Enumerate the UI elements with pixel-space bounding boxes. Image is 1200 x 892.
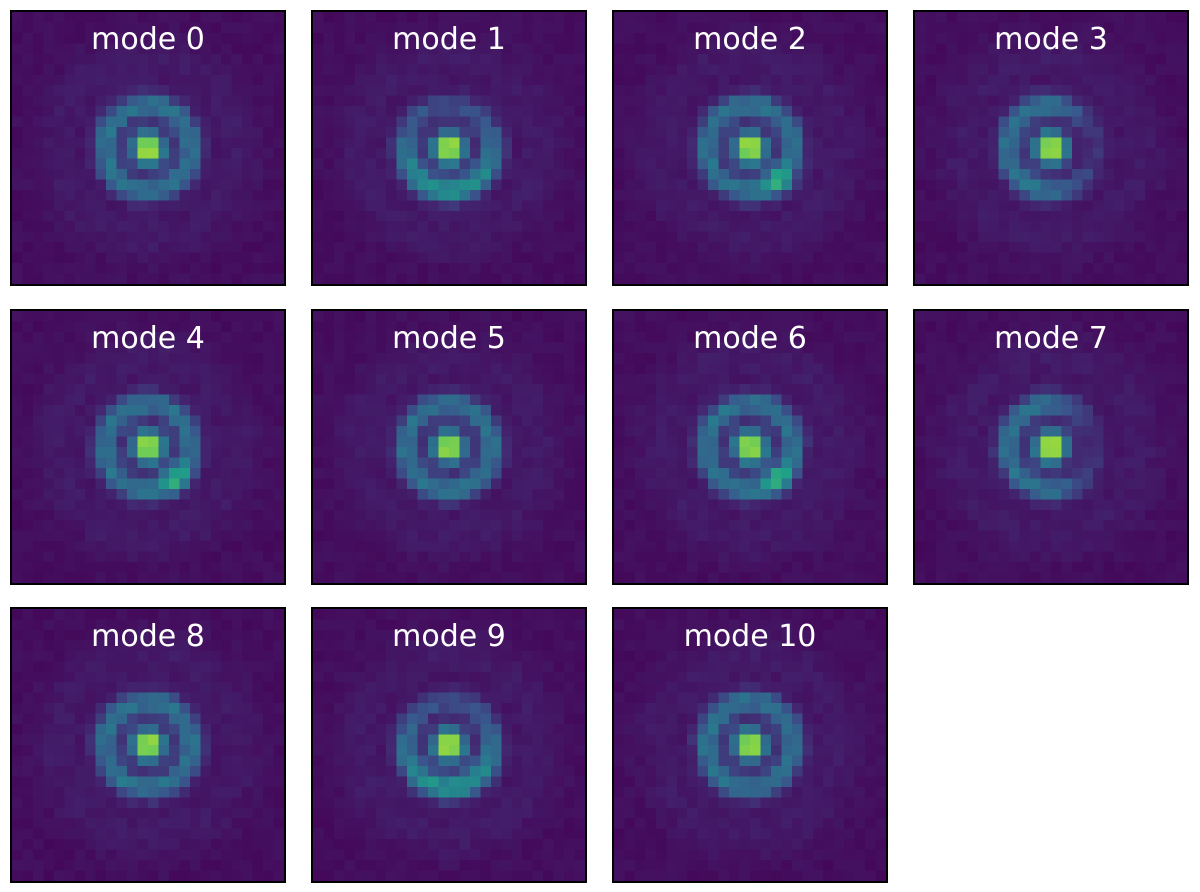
mode-intensity-image [313, 12, 585, 284]
mode-intensity-image [614, 12, 886, 284]
mode-intensity-image [614, 609, 886, 881]
mode-intensity-image [12, 12, 284, 284]
mode-panel: mode 4 [10, 308, 286, 585]
mode-intensity-image [915, 310, 1187, 583]
mode-intensity-image [313, 310, 585, 583]
mode-panel: mode 5 [311, 308, 587, 585]
mode-intensity-image [12, 310, 284, 583]
mode-panel: mode 9 [311, 607, 587, 883]
mode-panel: mode 3 [913, 10, 1189, 286]
mode-panel: mode 2 [612, 10, 888, 286]
mode-panel: mode 8 [10, 607, 286, 883]
mode-intensity-image [12, 609, 284, 881]
mode-panel: mode 7 [913, 308, 1189, 585]
mode-intensity-image [313, 609, 585, 881]
mode-panel: mode 1 [311, 10, 587, 286]
mode-panel: mode 6 [612, 308, 888, 585]
mode-panel: mode 10 [612, 607, 888, 883]
mode-intensity-image [915, 12, 1187, 284]
mode-intensity-image [614, 310, 886, 583]
mode-panel: mode 0 [10, 10, 286, 286]
